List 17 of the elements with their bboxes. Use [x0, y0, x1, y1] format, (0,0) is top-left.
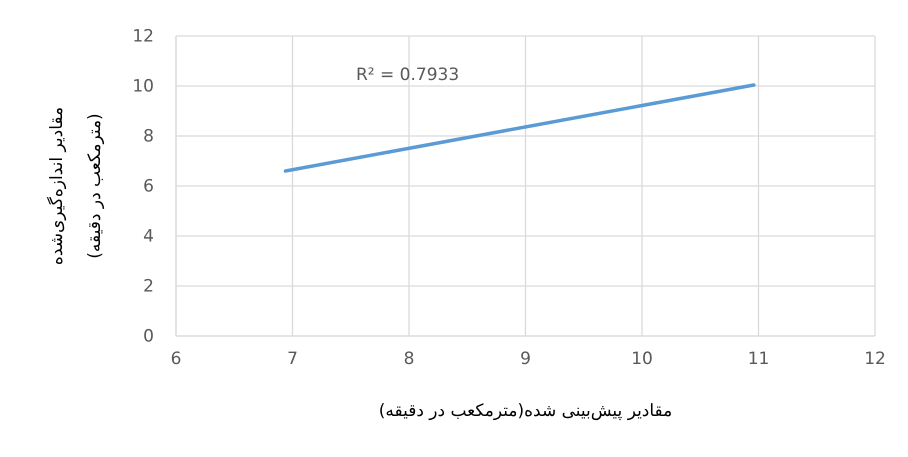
- y-tick-label: 12: [132, 26, 154, 46]
- x-tick-label: 10: [631, 349, 653, 370]
- annotation: R² = 0.7933: [356, 65, 460, 85]
- y-tick-label: 8: [143, 126, 154, 146]
- x-tick-label: 9: [520, 349, 531, 370]
- y-tick-label: 6: [143, 176, 154, 196]
- x-tick-label: 12: [864, 349, 886, 370]
- x-tick-label: 6: [170, 349, 182, 370]
- x-tick-label: 8: [404, 349, 414, 370]
- y-tick-label: 4: [143, 226, 154, 246]
- y-tick-label: 0: [143, 326, 154, 346]
- y-tick-label: 2: [143, 276, 154, 296]
- y-axis-title: مقادیر اندازه‌گیری‌شده (مترمکعب در دقیقه): [46, 106, 105, 266]
- x-tick-label: 11: [748, 349, 770, 370]
- y-tick-label: 10: [132, 76, 154, 96]
- x-tick-label: 7: [287, 349, 298, 370]
- x-axis-title: مقادیر پیش‌بینی شده(مترمکعب در دقیقه): [378, 401, 672, 421]
